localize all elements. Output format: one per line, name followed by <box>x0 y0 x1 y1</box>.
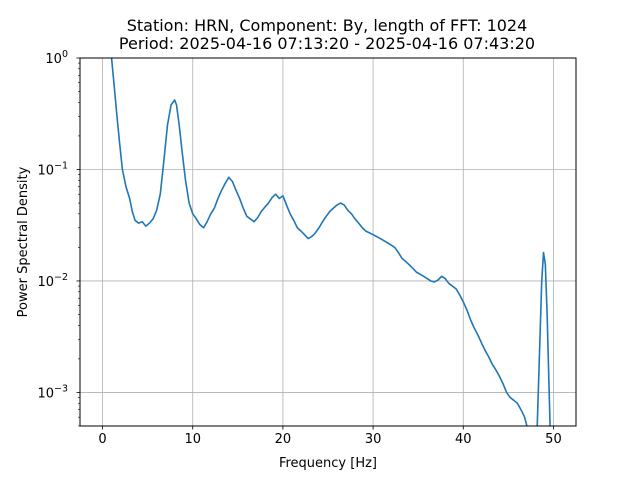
y-tick-label: 100 <box>45 49 68 67</box>
grid-lines <box>80 57 576 426</box>
x-axis-label: Frequency [Hz] <box>279 456 377 471</box>
x-tick-label: 40 <box>455 432 472 447</box>
y-axis-label: Power Spectral Density <box>16 166 31 317</box>
x-tick-label: 0 <box>98 432 106 447</box>
y-tick-label: 10−3 <box>37 383 68 401</box>
x-tick-label: 10 <box>184 432 201 447</box>
plot-frame <box>79 57 577 427</box>
x-tick-label: 20 <box>275 432 292 447</box>
y-tick-label: 10−1 <box>37 160 68 178</box>
psd-series-line <box>110 58 551 426</box>
x-tick-label: 30 <box>365 432 382 447</box>
y-tick-label: 10−2 <box>37 272 68 290</box>
plot-data <box>110 58 551 426</box>
axis-ticks: 0 10 20 30 40 50 10−3 10−2 10−1 100 <box>37 49 561 447</box>
chart-title-line2: Period: 2025-04-16 07:13:20 - 2025-04-16… <box>119 34 535 53</box>
x-tick-label: 50 <box>545 432 562 447</box>
chart-title-line1: Station: HRN, Component: By, length of F… <box>127 16 528 35</box>
